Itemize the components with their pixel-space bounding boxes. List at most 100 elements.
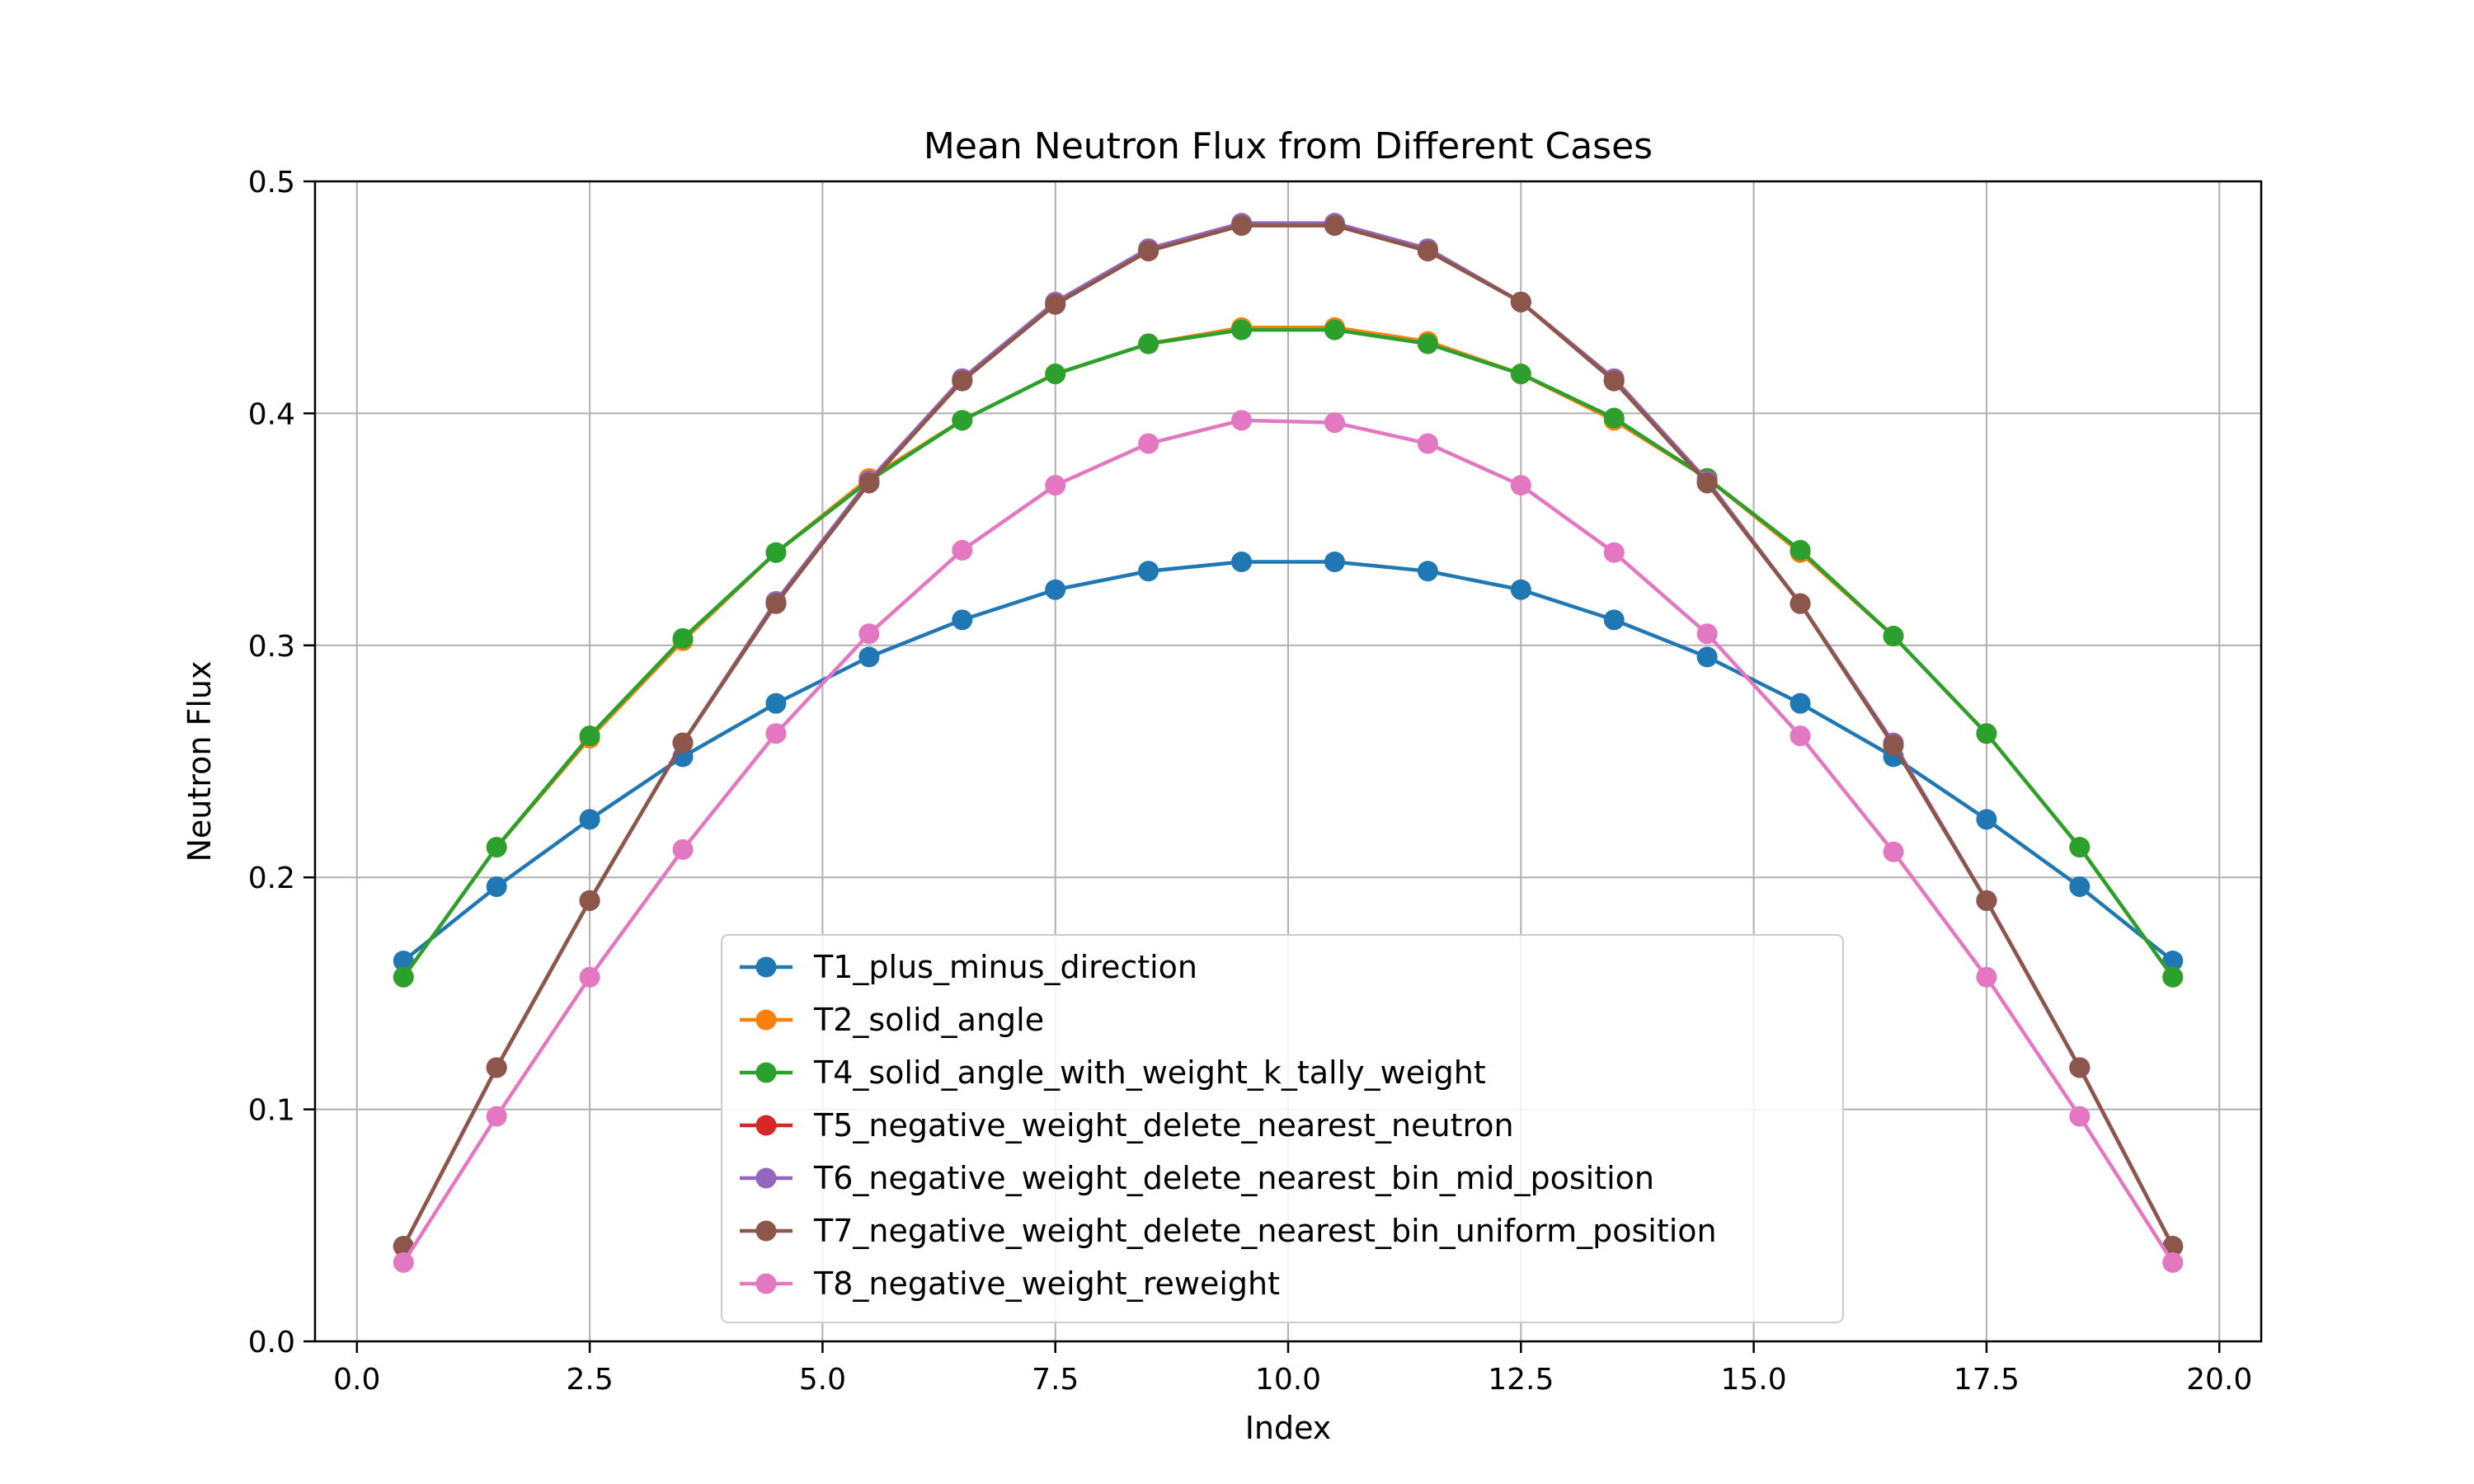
x-tick-label: 0.0 [333,1363,380,1397]
legend-marker [755,1220,777,1242]
axis-ticks: 0.0 2.5 5.0 7.5 10.0 12.5 15.0 17.5 20.0 0.0 0.1 0.… [248,166,2253,1397]
chart-title: Mean Neutron Flux from Different Cases [924,125,1653,167]
legend-label: T2_solid_angle [813,1002,1044,1038]
data-point [1045,579,1066,600]
data-point [1045,475,1066,496]
data-point [858,646,880,668]
data-point [486,1106,507,1127]
data-point [579,726,600,747]
data-point [1138,433,1159,454]
data-point [1790,693,1811,714]
data-point [1883,841,1904,862]
data-point [1417,561,1438,582]
x-tick-label: 7.5 [1032,1363,1079,1397]
series-line [402,560,2175,963]
legend-label: T8_negative_weight_reweight [813,1266,1280,1302]
y-tick-label: 0.3 [248,630,295,664]
data-point [1231,551,1253,572]
data-point [1603,609,1625,631]
data-point [952,410,973,431]
data-point [765,593,787,614]
data-point [2069,1106,2091,1127]
series-line [402,418,2175,1264]
data-point [1231,319,1253,340]
data-point [1138,333,1159,355]
data-point [1231,214,1253,236]
data-point [765,542,787,563]
data-point [1510,579,1531,600]
x-tick-label: 15.0 [1721,1363,1787,1397]
data-point [1603,542,1625,563]
data-point [765,693,787,714]
legend-marker [755,1062,777,1083]
data-point [952,609,973,631]
legend-item: T4_solid_angle_with_weight_k_tally_weigh… [740,1054,1486,1091]
data-point [1417,433,1438,454]
legend-item: T8_negative_weight_reweight [740,1266,1280,1302]
data-point [1510,291,1531,312]
data-point [579,966,600,988]
y-tick-label: 0.0 [248,1326,295,1360]
legend-label: T5_negative_weight_delete_nearest_neutro… [813,1107,1514,1144]
data-point [1790,593,1811,614]
legend-marker [755,1273,777,1294]
x-axis-label: Index [1245,1410,1332,1446]
legend-label: T1_plus_minus_direction [813,949,1197,985]
data-point [393,1252,414,1273]
data-point [1510,364,1531,385]
data-point [1976,890,1997,911]
series-line [402,327,2175,979]
legend-label: T4_solid_angle_with_weight_k_tally_weigh… [813,1054,1486,1091]
data-point [952,539,973,561]
legend-label: T7_negative_weight_delete_nearest_bin_un… [813,1213,1717,1249]
data-point [1324,214,1345,236]
x-tick-label: 10.0 [1255,1363,1321,1397]
data-point [2162,1252,2184,1273]
y-tick-label: 0.1 [248,1094,295,1128]
data-point [672,627,694,649]
data-point [1603,407,1625,429]
data-point [1976,809,1997,830]
data-point [1138,240,1159,261]
series-group [393,213,2184,1273]
data-point [2069,837,2091,858]
x-tick-label: 20.0 [2186,1363,2252,1397]
data-point [1696,646,1718,668]
y-tick-label: 0.4 [248,397,295,431]
legend-marker [755,1009,777,1031]
data-point [765,723,787,744]
data-point [672,732,694,754]
data-point [486,876,507,897]
legend-item: T5_negative_weight_delete_nearest_neutro… [740,1107,1514,1144]
data-point [1883,735,1904,756]
data-point [1696,623,1718,645]
legend: T1_plus_minus_direction T2_solid_angle T4_… [721,934,1844,1323]
data-point [579,890,600,911]
legend-label: T6_negative_weight_delete_nearest_bin_mi… [813,1160,1654,1196]
x-tick-label: 12.5 [1488,1363,1554,1397]
data-point [1138,561,1159,582]
data-point [1231,410,1253,431]
data-point [1417,333,1438,355]
series-7 [393,410,2184,1273]
data-point [1045,364,1066,385]
data-point [486,837,507,858]
data-point [1417,240,1438,261]
data-point [1883,626,1904,647]
legend-item: T6_negative_weight_delete_nearest_bin_mi… [740,1160,1654,1196]
data-point [579,809,600,830]
data-point [1976,723,1997,744]
legend-marker [755,1115,777,1136]
data-point [1324,319,1345,340]
series-3 [393,319,2184,988]
data-point [952,370,973,392]
series-6 [393,214,2184,1257]
x-tick-label: 5.0 [799,1363,846,1397]
legend-item: T7_negative_weight_delete_nearest_bin_un… [740,1213,1717,1249]
y-tick-label: 0.2 [248,862,295,895]
legend-box [721,934,1844,1323]
series-line [402,223,2175,1247]
data-point [1324,412,1345,434]
legend-item: T2_solid_angle [740,1002,1044,1038]
